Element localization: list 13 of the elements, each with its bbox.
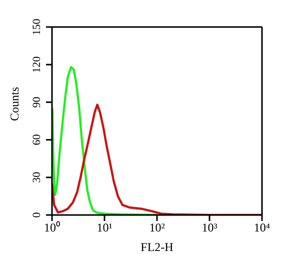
x-axis-title: FL2-H [140,240,174,254]
y-tick-label: 30 [31,171,43,183]
y-tick-label: 120 [31,56,43,73]
x-tick-label: 10⁴ [254,220,270,235]
y-tick-label: 150 [31,18,43,36]
x-tick-label: 10¹ [96,220,113,235]
x-tick-label: 10⁰ [44,220,60,235]
x-tick-label: 10³ [202,220,218,235]
y-tick-label: 90 [31,96,43,108]
y-axis-title: Counts [7,86,22,121]
y-tick-label: 60 [31,134,43,146]
y-tick-label: 0 [31,212,43,218]
x-tick-label: 10² [149,220,166,235]
